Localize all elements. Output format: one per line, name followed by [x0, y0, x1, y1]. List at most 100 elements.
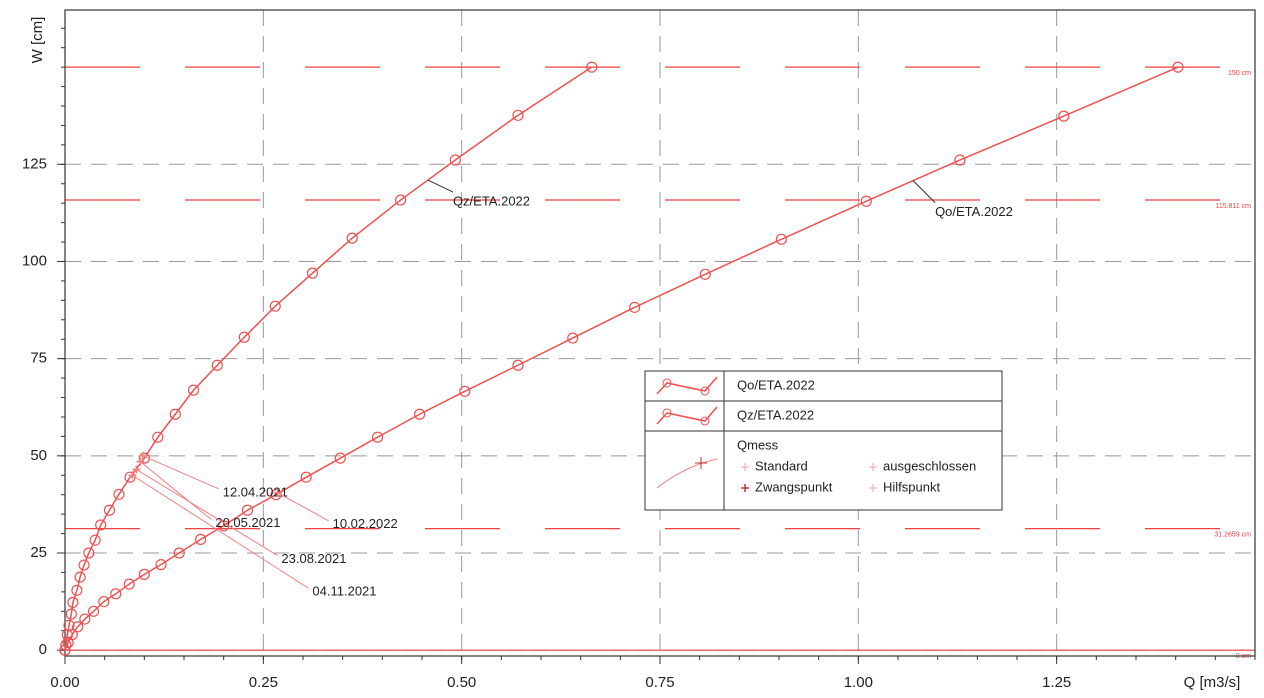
curve: [64, 66, 593, 651]
measurement: [128, 471, 137, 480]
legend-sublabel: ausgeschlossen: [883, 458, 976, 473]
curve-point: [269, 300, 281, 312]
legend-sublabel: Zwangspunkt: [755, 479, 833, 494]
legend-label: Qmess: [737, 437, 779, 452]
date-leader: [277, 492, 329, 522]
curve-point: [346, 232, 358, 244]
date-label: 10.02.2022: [333, 516, 398, 531]
curve-point: [79, 613, 91, 625]
curve-point: [152, 431, 164, 443]
curve-point: [89, 534, 101, 546]
curve-point: [860, 195, 872, 207]
date-label: 20.05.2021: [215, 515, 280, 530]
legend-sublabel: Standard: [755, 458, 808, 473]
legend-sublabel: Hilfspunkt: [883, 479, 940, 494]
curve-point: [586, 61, 598, 73]
curve-point: [567, 332, 579, 344]
curve-point: [306, 267, 319, 279]
curve-point: [78, 559, 90, 571]
date-label: 04.11.2021: [312, 584, 376, 599]
x-tick-label: 0.50: [447, 674, 476, 691]
curve-point: [98, 595, 110, 608]
curve-point: [1058, 110, 1070, 122]
curve-point: [449, 154, 461, 166]
curve-point: [394, 194, 407, 206]
curve-point: [67, 596, 79, 608]
curve-point: [238, 331, 250, 343]
curve-label-leader: [912, 180, 936, 203]
legend-label: Qo/ETA.2022: [737, 377, 815, 392]
x-tick-label: 1.25: [1042, 674, 1071, 691]
x-tick-label: 0.25: [249, 674, 278, 691]
curve-point: [95, 519, 107, 531]
legend-marker: [662, 378, 672, 388]
date-leader: [142, 455, 219, 490]
curve-point: [110, 588, 122, 600]
date-label: 12.04.2021: [223, 484, 288, 499]
curve-point: [414, 408, 426, 420]
y-tick-label: 125: [22, 155, 47, 172]
curve-point: [954, 154, 966, 166]
legend-box: [644, 370, 1003, 511]
curve-point: [629, 301, 641, 313]
y-tick-label: 100: [22, 252, 47, 269]
curve-point: [169, 408, 181, 420]
curve-point: [187, 384, 200, 396]
reference-label: 150 cm: [1228, 70, 1251, 77]
legend-swatch: [656, 406, 718, 425]
curve-point: [173, 547, 185, 559]
curve-point: [699, 268, 711, 280]
y-tick-label: 50: [30, 447, 47, 464]
curve-point: [334, 452, 346, 464]
reference-label: 31.2659 cm: [1214, 531, 1251, 538]
curve-point: [72, 621, 84, 633]
x-tick-label: 0.75: [645, 674, 674, 691]
curve-point: [300, 471, 312, 483]
x-tick-label: 0.00: [50, 674, 79, 691]
measurement: [273, 488, 282, 497]
legend-marker: [741, 463, 749, 471]
curve-point: [113, 488, 125, 500]
curve-point: [74, 571, 86, 583]
curve-point: [241, 504, 254, 516]
curve-label: Qo/ETA.2022: [935, 204, 1013, 219]
curve-point: [65, 608, 77, 620]
legend-marker: [869, 484, 877, 492]
curve-point: [63, 619, 75, 631]
x-tick-label: 1.00: [844, 674, 873, 691]
curve-point: [1172, 61, 1184, 73]
curve-point: [195, 533, 207, 545]
curve-point: [459, 385, 471, 397]
date-leader: [140, 461, 212, 521]
curve-point: [512, 109, 524, 121]
curve-point: [59, 644, 71, 656]
curve-point: [155, 559, 167, 571]
y-tick-label: 75: [30, 350, 47, 367]
legend-marker: [695, 457, 707, 469]
curve-point: [87, 605, 100, 617]
reference-label: 115.811 cm: [1215, 203, 1251, 210]
legend: Qo/ETA.2022 Qz/ETA.2022 Qmess Standard ausge…: [644, 370, 1003, 511]
legend-marker: [700, 386, 710, 396]
y-tick-label: 25: [30, 544, 47, 561]
plot-frame: [64, 9, 1256, 657]
legend-label: Qz/ETA.2022: [737, 407, 814, 422]
y-tick-label: 0: [39, 641, 47, 658]
legend-marker: [869, 463, 877, 471]
curve-point: [71, 584, 83, 596]
curve-label: Qz/ETA.2022: [453, 193, 530, 208]
curve-point: [103, 504, 116, 516]
date-leader: [136, 469, 278, 556]
legend-swatch: [656, 458, 718, 489]
curve-point: [138, 568, 150, 580]
x-axis-label: Q [m3/s]: [1184, 674, 1241, 691]
curve: [64, 66, 1179, 651]
curve-label-leader: [427, 179, 454, 193]
curve-point: [775, 233, 787, 245]
legend-marker: [700, 416, 710, 426]
curve-point: [83, 547, 95, 559]
curve-point: [371, 431, 384, 443]
legend-swatch: [656, 376, 718, 395]
